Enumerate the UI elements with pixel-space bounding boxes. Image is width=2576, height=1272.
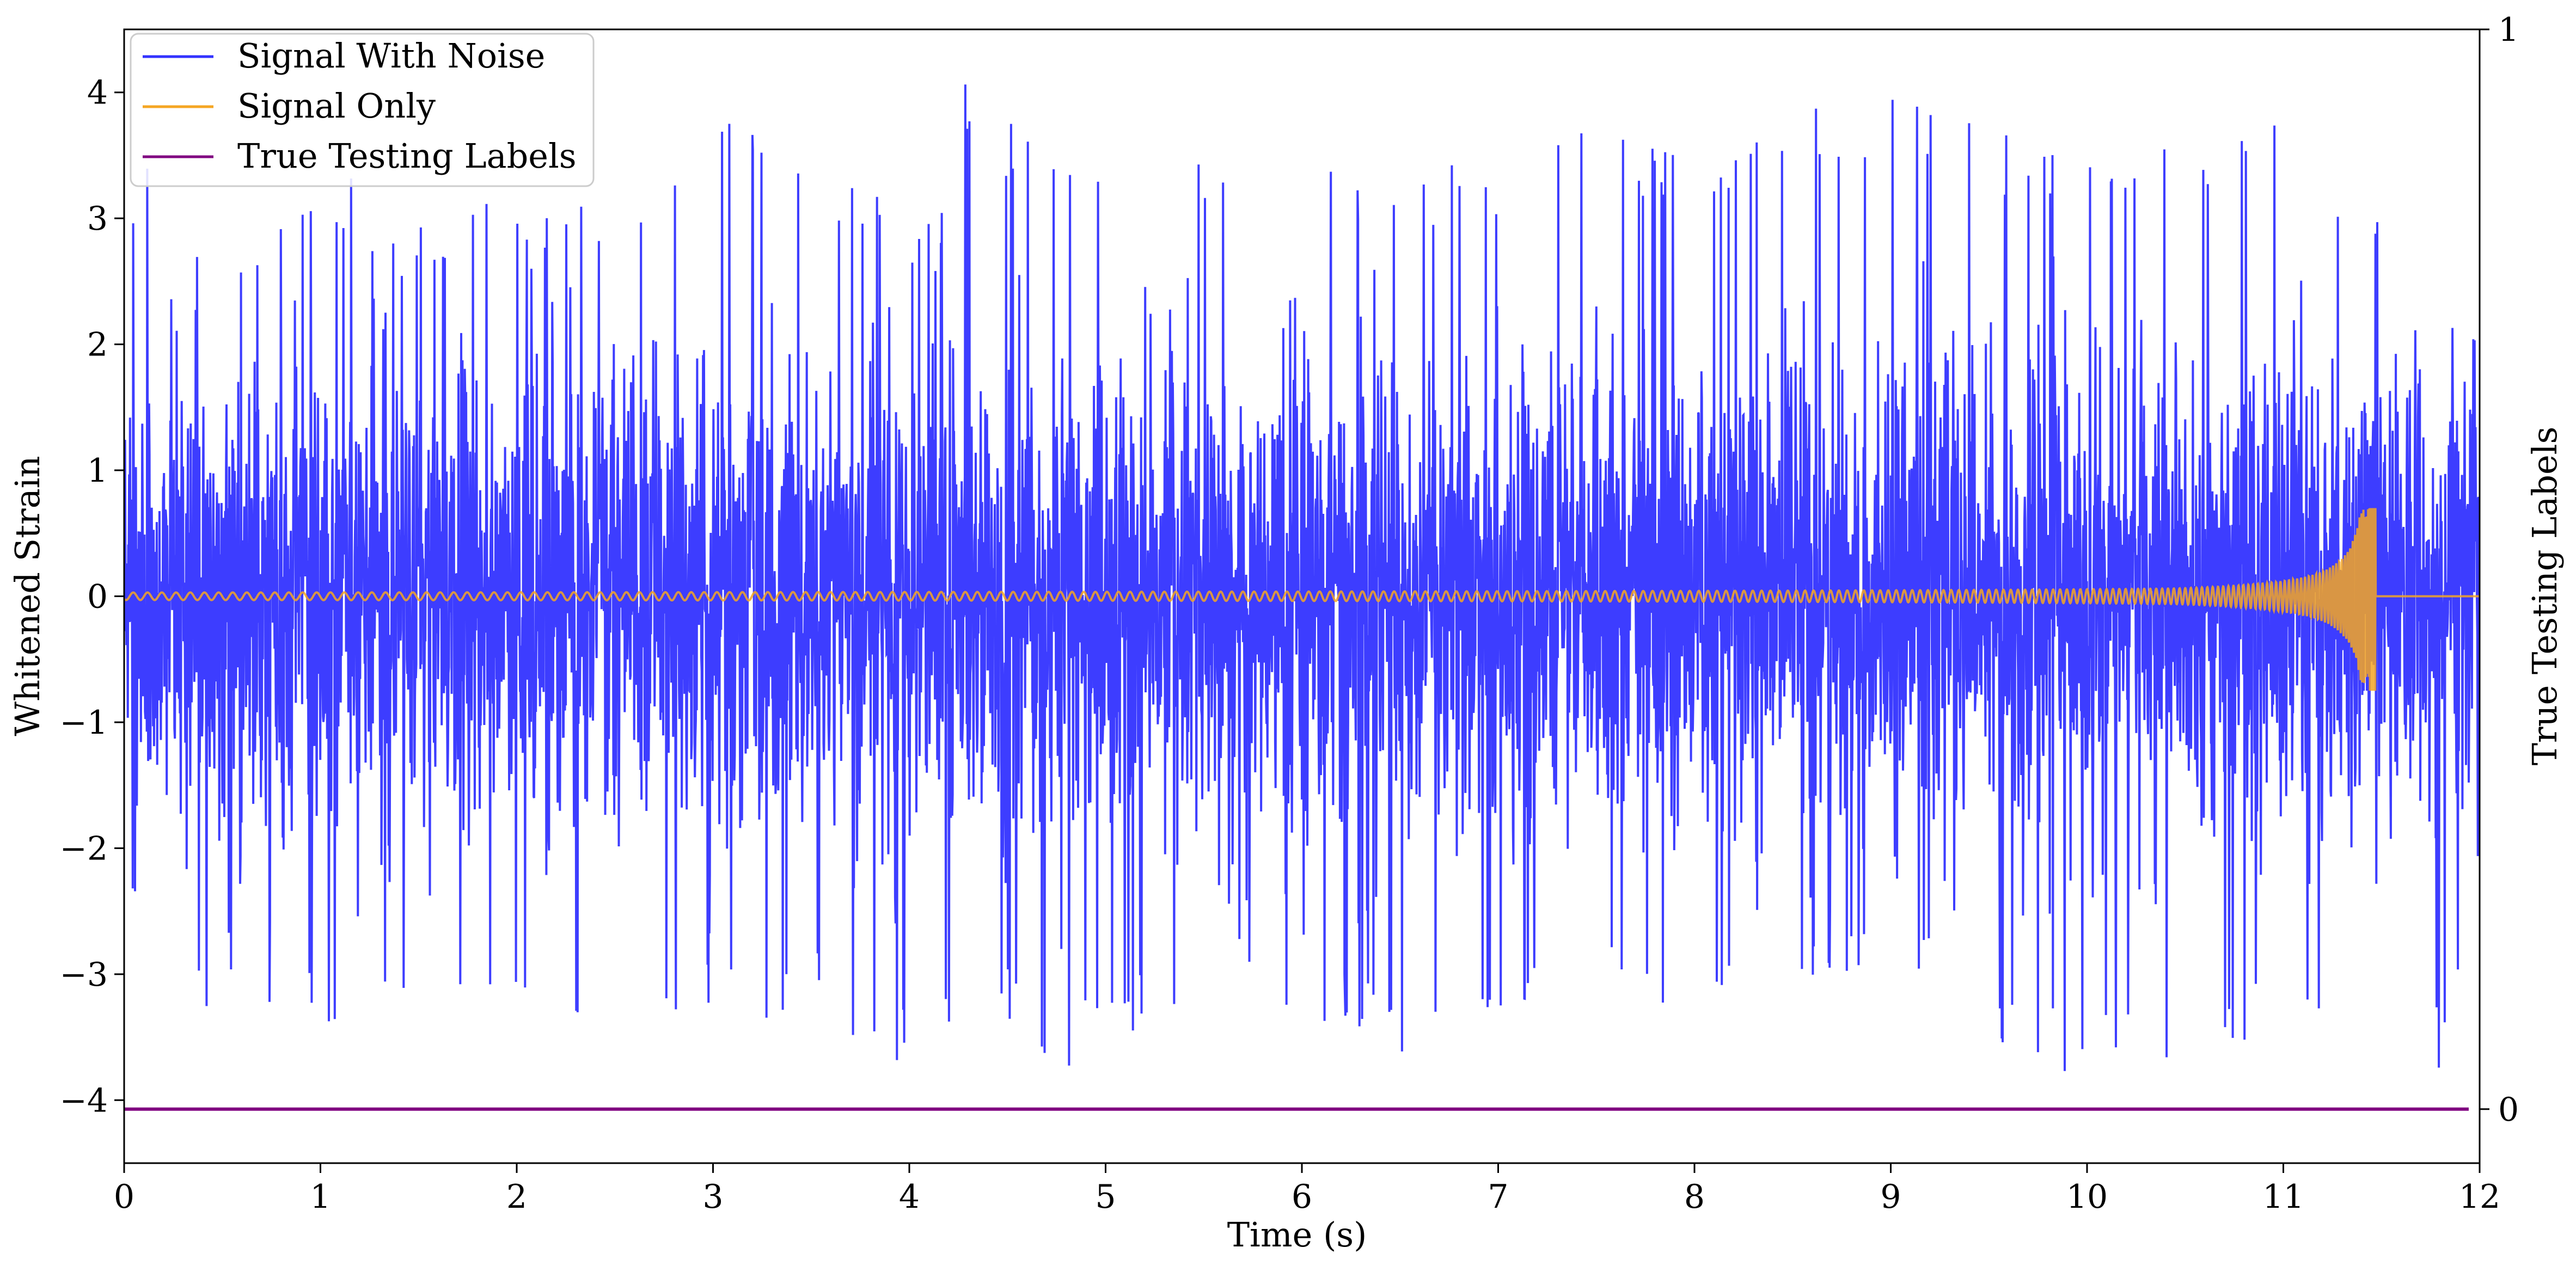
legend-label-signal-with-noise: Signal With Noise (237, 36, 545, 76)
legend-label-signal-only: Signal Only (237, 86, 436, 126)
y-tick-label: 2 (87, 326, 108, 364)
x-tick-label: 9 (1880, 1178, 1901, 1216)
x-tick-label: 12 (2459, 1178, 2500, 1216)
y-tick-label: −4 (60, 1081, 108, 1120)
x-tick-label: 6 (1292, 1178, 1312, 1216)
y-axis-label: Whitened Strain (8, 456, 47, 736)
x-tick-label: 0 (114, 1178, 134, 1216)
signal-only-line (124, 508, 2480, 691)
y2-axis-label: True Testing Labels (2525, 427, 2565, 766)
y-tick-label: −1 (60, 704, 108, 742)
y2-tick-label: 0 (2498, 1091, 2519, 1129)
y-tick-label: −2 (60, 829, 108, 868)
x-tick-label: 8 (1684, 1178, 1705, 1216)
signal-with-noise-series (124, 84, 2480, 1071)
x-tick-label: 1 (310, 1178, 331, 1216)
y-tick-label: 3 (87, 200, 108, 238)
x-axis-label: Time (s) (1227, 1215, 1367, 1255)
y-axis-right: 01 (2480, 11, 2519, 1129)
y-tick-label: 1 (87, 452, 108, 490)
legend: Signal With Noise Signal Only True Testi… (130, 33, 595, 187)
x-tick-label: 2 (506, 1178, 527, 1216)
x-tick-label: 10 (2066, 1178, 2108, 1216)
x-tick-label: 4 (899, 1178, 920, 1216)
y-axis-left: −4 −3 −2 −1 0 1 2 3 4 (60, 74, 124, 1120)
y-tick-label: −3 (60, 956, 108, 994)
x-tick-label: 7 (1488, 1178, 1508, 1216)
signal-only-series (124, 508, 2480, 691)
x-tick-label: 11 (2262, 1178, 2304, 1216)
x-axis: 0 1 2 3 4 5 6 7 8 9 10 11 12 (114, 1163, 2500, 1216)
x-tick-label: 3 (702, 1178, 723, 1216)
y2-tick-label: 1 (2498, 11, 2519, 49)
legend-label-true-testing-labels: True Testing Labels (237, 136, 577, 176)
x-tick-label: 5 (1095, 1178, 1116, 1216)
legend-box (130, 33, 595, 187)
y-tick-label: 0 (87, 578, 108, 616)
signal-with-noise-line (124, 84, 2480, 1071)
y-tick-label: 4 (87, 74, 108, 112)
